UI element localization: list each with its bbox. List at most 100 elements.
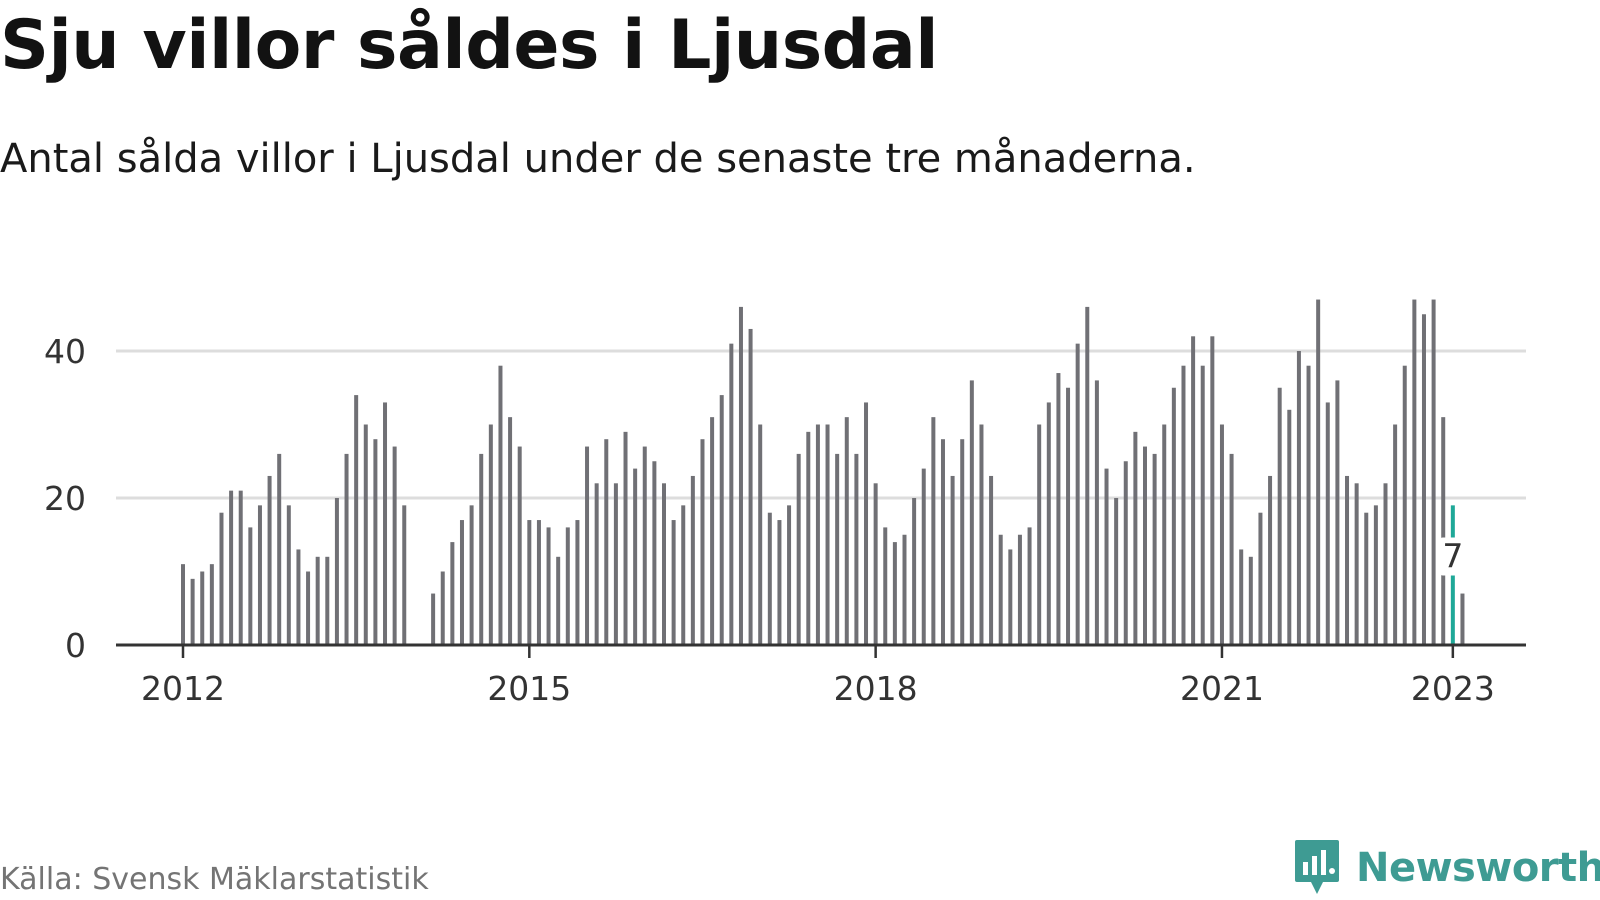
bar bbox=[1152, 453, 1157, 645]
bar bbox=[1008, 549, 1013, 645]
x-tick-label: 2021 bbox=[1180, 669, 1264, 708]
brand-name: Newsworthy bbox=[1356, 845, 1600, 891]
highlight-annotation: 7 bbox=[1438, 537, 1467, 576]
bar bbox=[1325, 402, 1330, 645]
bar bbox=[1171, 387, 1176, 645]
newsworthy-chart-bubble-icon bbox=[1295, 840, 1339, 894]
bar bbox=[1017, 534, 1022, 645]
bar bbox=[306, 571, 311, 645]
y-tick-label: 20 bbox=[44, 479, 86, 518]
bar bbox=[1364, 512, 1369, 645]
bar bbox=[1268, 475, 1273, 645]
bar bbox=[181, 564, 185, 645]
bar bbox=[854, 453, 859, 645]
bar bbox=[1431, 299, 1436, 645]
bar bbox=[738, 306, 743, 645]
bar bbox=[777, 520, 782, 645]
bar bbox=[479, 453, 484, 645]
y-gridlines bbox=[116, 349, 1526, 500]
bar bbox=[940, 439, 945, 645]
bar bbox=[1210, 336, 1215, 645]
bar bbox=[344, 453, 349, 645]
bar bbox=[238, 490, 243, 645]
bar bbox=[459, 520, 464, 645]
bar bbox=[921, 468, 926, 645]
bar bbox=[662, 483, 666, 645]
bar bbox=[989, 475, 994, 645]
bar bbox=[767, 512, 772, 645]
bar bbox=[1287, 409, 1292, 645]
bar bbox=[257, 505, 262, 645]
bar bbox=[296, 549, 301, 645]
bar bbox=[383, 402, 388, 645]
bar bbox=[1277, 387, 1282, 645]
bar bbox=[1200, 365, 1205, 645]
x-ticks: 2012 2015 2018 2021 2023 bbox=[141, 645, 1495, 708]
bar bbox=[1441, 417, 1446, 645]
bar bbox=[277, 453, 282, 645]
bar bbox=[1094, 380, 1099, 645]
bar bbox=[633, 468, 638, 645]
y-tick-labels: 0 20 40 bbox=[44, 332, 86, 665]
bar bbox=[1133, 431, 1138, 645]
bar bbox=[1191, 336, 1196, 645]
bar bbox=[363, 424, 368, 645]
bar bbox=[1114, 498, 1119, 645]
bar bbox=[892, 542, 897, 645]
bar bbox=[1248, 556, 1253, 645]
x-tick-label: 2018 bbox=[834, 669, 918, 708]
bar bbox=[219, 512, 224, 645]
x-tick-label: 2012 bbox=[141, 669, 225, 708]
bar bbox=[248, 527, 253, 645]
chart-title: Sju villor såldes i Ljusdal bbox=[0, 6, 939, 85]
chart-subtitle: Antal sålda villor i Ljusdal under de se… bbox=[0, 136, 1196, 182]
bar bbox=[431, 593, 436, 645]
bar bbox=[267, 475, 272, 645]
bar bbox=[1258, 512, 1263, 645]
bar bbox=[536, 520, 541, 645]
bar bbox=[864, 402, 869, 645]
bar bbox=[873, 483, 878, 645]
highlight-value-label: 7 bbox=[1442, 537, 1463, 576]
bar bbox=[1335, 380, 1340, 645]
bar bbox=[950, 475, 955, 645]
y-tick-label: 0 bbox=[65, 626, 86, 665]
annotation-halo bbox=[1438, 537, 1467, 576]
bar bbox=[902, 534, 907, 645]
bar bbox=[979, 424, 984, 645]
bar bbox=[1402, 365, 1407, 645]
bar bbox=[286, 505, 291, 645]
bar bbox=[546, 527, 551, 645]
bar bbox=[652, 461, 657, 645]
bar bbox=[1027, 527, 1032, 645]
bar bbox=[1229, 453, 1234, 645]
bar bbox=[960, 439, 965, 645]
bar bbox=[748, 328, 753, 645]
bar bbox=[488, 424, 493, 645]
bar bbox=[1143, 446, 1147, 645]
bar bbox=[392, 446, 397, 645]
bar bbox=[1383, 483, 1388, 645]
bar bbox=[883, 527, 888, 645]
bar bbox=[604, 439, 609, 645]
bar bbox=[450, 542, 455, 645]
bar bbox=[594, 483, 599, 645]
bar bbox=[1354, 483, 1359, 645]
bar bbox=[844, 417, 849, 645]
brand-logo: Newsworthy bbox=[1293, 838, 1600, 898]
bar bbox=[229, 490, 234, 645]
bar bbox=[1316, 299, 1321, 645]
bar bbox=[1373, 505, 1378, 645]
bar bbox=[642, 446, 647, 645]
bar bbox=[1412, 299, 1417, 645]
bar bbox=[700, 439, 705, 645]
bar bbox=[1393, 424, 1398, 645]
bars bbox=[181, 299, 1465, 645]
bar bbox=[575, 520, 580, 645]
bar bbox=[787, 505, 792, 645]
bar bbox=[1085, 306, 1090, 645]
x-tick-label: 2015 bbox=[487, 669, 571, 708]
bar bbox=[912, 498, 917, 645]
bar bbox=[373, 439, 378, 645]
bar bbox=[354, 395, 359, 645]
